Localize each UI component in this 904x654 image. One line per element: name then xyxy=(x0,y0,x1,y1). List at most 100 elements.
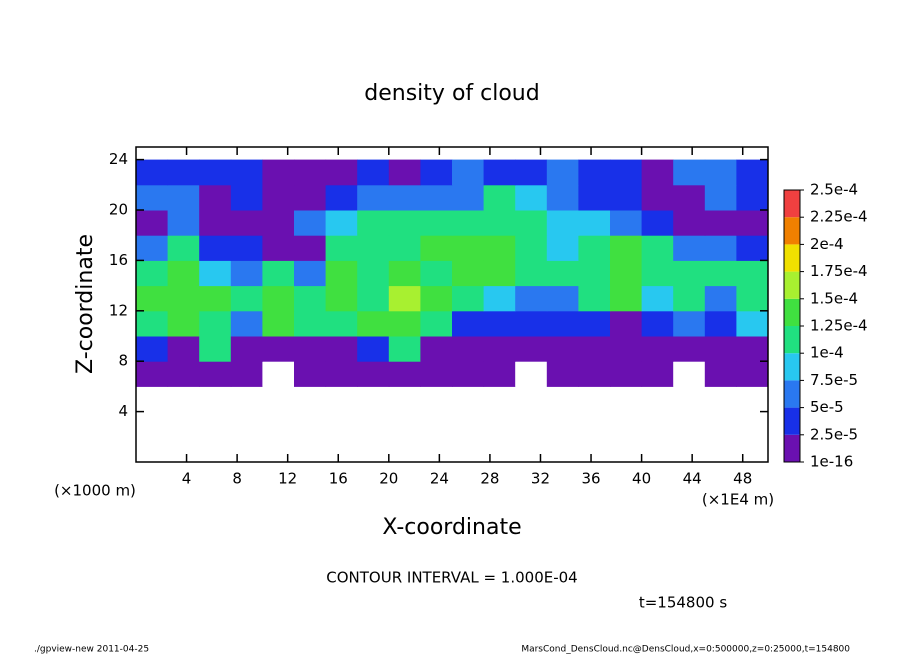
y-tick-label: 4 xyxy=(118,402,128,420)
contour-note: CONTOUR INTERVAL = 1.000E-04 xyxy=(326,569,577,587)
colorbar-label: 2e-4 xyxy=(810,235,844,253)
heat-cell xyxy=(357,336,390,362)
heat-cell xyxy=(420,260,453,287)
heat-cell xyxy=(641,336,674,362)
colorbar-box xyxy=(784,217,800,245)
heat-cell xyxy=(230,310,263,337)
heat-cell xyxy=(673,285,706,312)
x-tick-label: 48 xyxy=(733,470,752,488)
y-axis-label: Z-coordinate xyxy=(73,234,98,374)
heat-cell xyxy=(736,159,769,186)
heat-cell xyxy=(483,235,516,261)
colorbar-label: 1.25e-4 xyxy=(810,317,868,335)
heat-cell xyxy=(610,260,643,287)
colorbar-box xyxy=(784,326,800,354)
heat-cell xyxy=(515,159,548,186)
heat-cell xyxy=(388,361,421,387)
y-tick-label: 16 xyxy=(109,251,128,269)
heat-cell xyxy=(294,361,327,387)
x-tick-label: 40 xyxy=(632,470,651,488)
time-note: t=154800 s xyxy=(639,594,727,612)
heat-cell xyxy=(483,361,516,387)
x-tick-label: 16 xyxy=(329,470,348,488)
colorbar-label: 1.75e-4 xyxy=(810,262,868,280)
heat-cell xyxy=(388,235,421,261)
heat-cell xyxy=(736,260,769,287)
x-axis-label: X-coordinate xyxy=(382,515,521,540)
heat-cell xyxy=(483,159,516,186)
heat-cell xyxy=(610,361,643,387)
colorbar-box xyxy=(784,434,800,462)
heat-cell xyxy=(610,184,643,211)
heat-cell xyxy=(515,260,548,287)
heat-cell xyxy=(673,159,706,186)
heat-cell xyxy=(578,159,611,186)
heat-cell xyxy=(483,260,516,287)
heat-cell xyxy=(546,361,579,387)
heat-cell xyxy=(199,159,232,186)
heat-cell xyxy=(136,361,169,387)
heat-cell xyxy=(578,336,611,362)
heat-cell xyxy=(136,285,169,312)
heat-cell xyxy=(546,310,579,337)
heat-cell xyxy=(136,260,169,287)
heat-cell xyxy=(610,336,643,362)
heat-cell xyxy=(325,159,358,186)
heat-cell xyxy=(167,361,200,387)
heat-cell xyxy=(546,210,579,236)
heat-cell xyxy=(199,310,232,337)
colorbar-label: 1e-4 xyxy=(810,344,844,362)
heat-cell xyxy=(578,210,611,236)
heat-cell xyxy=(167,235,200,261)
heat-cell xyxy=(199,210,232,236)
heat-cell xyxy=(388,210,421,236)
heat-cell xyxy=(199,235,232,261)
heat-cell xyxy=(420,235,453,261)
heat-cell xyxy=(420,159,453,186)
heat-cell xyxy=(230,184,263,211)
heat-cell xyxy=(325,210,358,236)
heat-cell xyxy=(230,235,263,261)
heat-cell xyxy=(136,184,169,211)
heat-cell xyxy=(483,310,516,337)
colorbar-label: 1e-16 xyxy=(810,453,853,471)
heat-cell xyxy=(452,210,485,236)
colorbar-box xyxy=(784,407,800,435)
heat-cell xyxy=(610,210,643,236)
heat-cell xyxy=(610,159,643,186)
heat-cell xyxy=(515,336,548,362)
y-tick-label: 8 xyxy=(118,352,128,370)
heat-cell xyxy=(736,184,769,211)
heat-cell xyxy=(610,235,643,261)
colorbar-label: 1.5e-4 xyxy=(810,289,858,307)
heat-cell xyxy=(704,285,737,312)
heat-cell xyxy=(294,210,327,236)
heat-cell xyxy=(294,159,327,186)
colorbar-box xyxy=(784,190,800,218)
heat-cell xyxy=(420,285,453,312)
heat-cell xyxy=(673,184,706,211)
heat-cell xyxy=(262,285,295,312)
heat-cell xyxy=(704,159,737,186)
y-tick-label: 24 xyxy=(109,150,128,168)
heat-cell xyxy=(136,159,169,186)
heat-cell xyxy=(230,361,263,387)
heat-cell xyxy=(546,159,579,186)
heat-cell xyxy=(704,210,737,236)
heat-cell xyxy=(294,285,327,312)
heat-cell xyxy=(199,361,232,387)
heat-cell xyxy=(167,184,200,211)
heat-cell xyxy=(641,260,674,287)
heat-cell xyxy=(325,285,358,312)
heat-cell xyxy=(199,285,232,312)
heat-cell xyxy=(357,310,390,337)
heat-cell xyxy=(515,310,548,337)
heat-cell xyxy=(167,336,200,362)
heat-cell xyxy=(641,235,674,261)
heat-cell xyxy=(136,310,169,337)
heat-cell xyxy=(325,260,358,287)
heat-cell xyxy=(167,210,200,236)
heat-cell xyxy=(641,310,674,337)
heat-cell xyxy=(736,361,769,387)
heat-cell xyxy=(673,235,706,261)
